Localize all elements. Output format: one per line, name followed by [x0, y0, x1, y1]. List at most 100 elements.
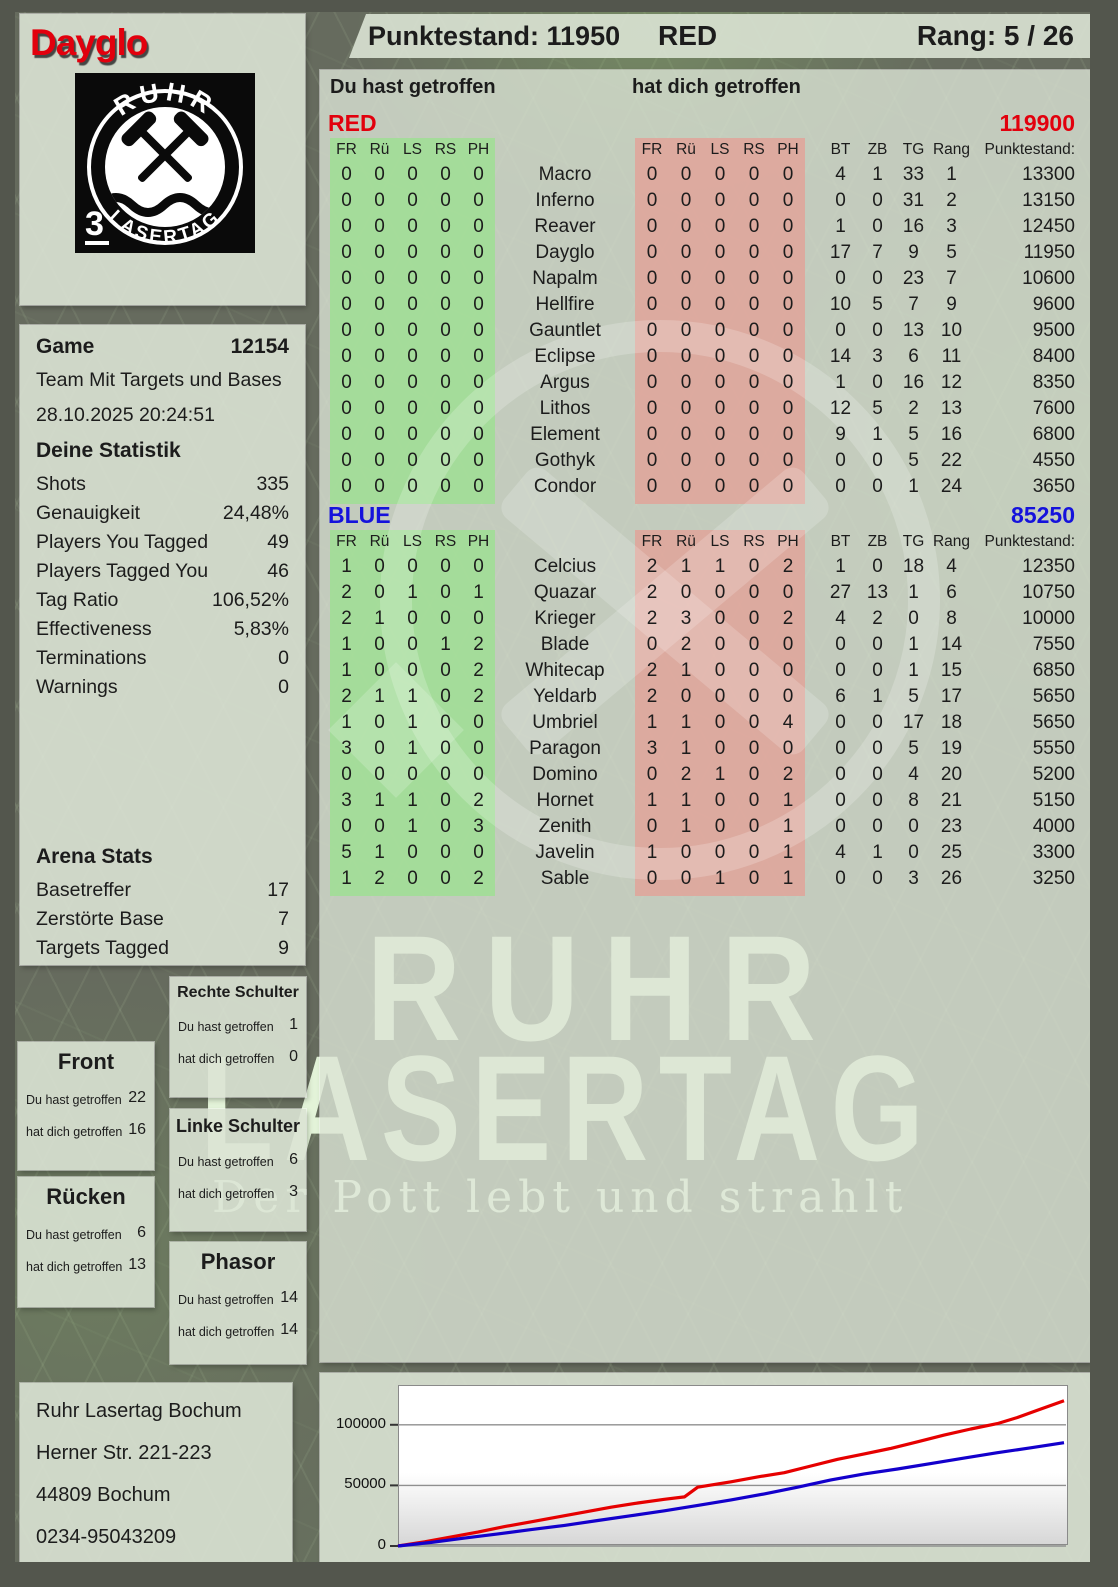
you-hit-cell: 1 — [341, 634, 352, 655]
you-hit-cell: 1 — [407, 738, 418, 759]
chart-plot-area — [398, 1385, 1068, 1545]
hit-you-cell: 0 — [748, 450, 760, 471]
zb-cell: 0 — [872, 476, 883, 497]
hit-you-cell: 1 — [714, 556, 726, 577]
bt-cell: 1 — [835, 216, 846, 237]
bt-cell: 0 — [835, 816, 846, 837]
you-hit-cell: 0 — [407, 320, 418, 341]
hit-you-cell: 0 — [748, 242, 760, 263]
bt-cell: 27 — [829, 582, 852, 603]
bodypart-them-value: 3 — [289, 1183, 298, 1200]
table-header-row: FR Rü LS RS PH FR Rü LS RS PH BT ZB TG Rang Punktestan… — [320, 138, 1090, 162]
bt-cell: 0 — [835, 660, 846, 681]
stat-label: Players You Tagged — [36, 531, 209, 553]
hit-you-cell: 0 — [680, 320, 692, 341]
stat-value: 0 — [278, 676, 289, 698]
you-hit-cell: 0 — [374, 738, 385, 759]
you-hit-cell: 2 — [473, 686, 484, 707]
you-hit-cell: 0 — [440, 556, 451, 577]
hit-you-cell: 0 — [680, 372, 692, 393]
stat-row: Tag Ratio 106,52% — [36, 586, 289, 615]
tg-cell: 5 — [908, 738, 919, 759]
score-progress-chart-panel: 0 50000 100000 — [320, 1373, 1090, 1562]
tg-cell: 16 — [902, 216, 925, 237]
player-name-cell: Sable — [540, 868, 590, 889]
col-header: Rü — [676, 141, 696, 158]
hit-you-cell: 4 — [782, 712, 794, 733]
hit-you-cell: 0 — [748, 556, 760, 577]
you-hit-cell: 1 — [407, 712, 418, 733]
stat-value: 46 — [267, 560, 289, 582]
player-name-cell: Umbriel — [532, 712, 598, 733]
player-name-cell: Quazar — [533, 582, 597, 603]
hit-you-cell: 2 — [782, 764, 794, 785]
tg-cell: 4 — [908, 764, 919, 785]
bt-cell: 0 — [835, 790, 846, 811]
bt-cell: 4 — [835, 608, 846, 629]
hit-you-cell: 3 — [646, 738, 658, 759]
team-header: RED — [658, 20, 718, 51]
hit-you-cell: 0 — [748, 660, 760, 681]
you-hit-cell: 0 — [440, 608, 451, 629]
hit-you-cell: 1 — [646, 842, 658, 863]
tg-cell: 31 — [902, 190, 925, 211]
zb-cell: 0 — [872, 268, 883, 289]
header-bar: Punktestand: 11950 RED Rang: 5 / 26 — [349, 14, 1090, 58]
you-hit-cell: 0 — [374, 712, 385, 733]
game-mode: Team Mit Targets und Bases — [36, 369, 282, 391]
you-hit-cell: 1 — [374, 790, 385, 811]
zb-cell: 0 — [872, 372, 883, 393]
you-hit-cell: 0 — [374, 294, 385, 315]
hit-you-cell: 0 — [782, 320, 794, 341]
you-hit-cell: 0 — [374, 398, 385, 419]
bt-cell: 6 — [835, 686, 846, 707]
you-hit-cell: 0 — [473, 842, 484, 863]
bodypart-panel-phasor: Phasor Du hast getroffen 14 hat dich getr… — [170, 1242, 306, 1364]
you-hit-cell: 2 — [341, 582, 352, 603]
you-hit-cell: 0 — [341, 164, 352, 185]
hit-you-cell: 0 — [714, 608, 726, 629]
venue-address-panel: Ruhr Lasertag Bochum Herner Str. 221-223… — [20, 1383, 292, 1569]
team-total-score: 119900 — [999, 110, 1075, 136]
y-tick-label: 100000 — [335, 1414, 386, 1432]
you-hit-cell: 3 — [473, 816, 484, 837]
rang-cell: 6 — [946, 582, 957, 603]
punktestand-cell: 12450 — [1022, 216, 1075, 237]
bodypart-you-value: 14 — [280, 1289, 298, 1306]
bodypart-you-value: 6 — [137, 1224, 146, 1241]
team-total-score: 85250 — [1011, 502, 1075, 528]
you-hit-cell: 0 — [374, 190, 385, 211]
zb-cell: 0 — [872, 712, 883, 733]
rang-cell: 2 — [946, 190, 957, 211]
you-hit-cell: 0 — [407, 242, 418, 263]
you-hit-cell: 0 — [407, 842, 418, 863]
hit-you-column-title: hat dich getroffen — [632, 76, 801, 98]
zb-cell: 0 — [872, 190, 883, 211]
tg-cell: 1 — [908, 476, 919, 497]
you-hit-cell: 0 — [473, 712, 484, 733]
hit-you-cell: 1 — [782, 842, 794, 863]
you-hit-cell: 0 — [374, 450, 385, 471]
punktestand-cell: 10600 — [1022, 268, 1075, 289]
hit-you-cell: 1 — [646, 712, 658, 733]
player-name-cell: Napalm — [532, 268, 598, 289]
player-name-cell: Dayglo — [535, 242, 595, 263]
hit-you-cell: 0 — [714, 634, 726, 655]
player-name-cell: Macro — [538, 164, 592, 185]
zb-cell: 0 — [872, 216, 883, 237]
table-row: 1 0 0 0 0 Celcius 2 1 1 0 2 1 0 18 4 12350 — [320, 554, 1090, 580]
tg-cell: 18 — [902, 556, 925, 577]
you-hit-cell: 0 — [341, 320, 352, 341]
bodypart-you-value: 22 — [128, 1089, 146, 1106]
bodypart-them-value: 13 — [128, 1256, 146, 1273]
hit-you-cell: 2 — [646, 660, 658, 681]
hit-you-cell: 0 — [680, 842, 692, 863]
you-hit-cell: 0 — [407, 556, 418, 577]
you-hit-cell: 2 — [374, 868, 385, 889]
y-tick-label: 0 — [377, 1536, 386, 1553]
tg-cell: 7 — [908, 294, 919, 315]
bodypart-title: Rücken — [46, 1184, 126, 1209]
you-hit-cell: 0 — [341, 216, 352, 237]
you-hit-cell: 0 — [407, 190, 418, 211]
stats-panel: Game 12154 Team Mit Targets und Bases 28… — [20, 325, 305, 965]
